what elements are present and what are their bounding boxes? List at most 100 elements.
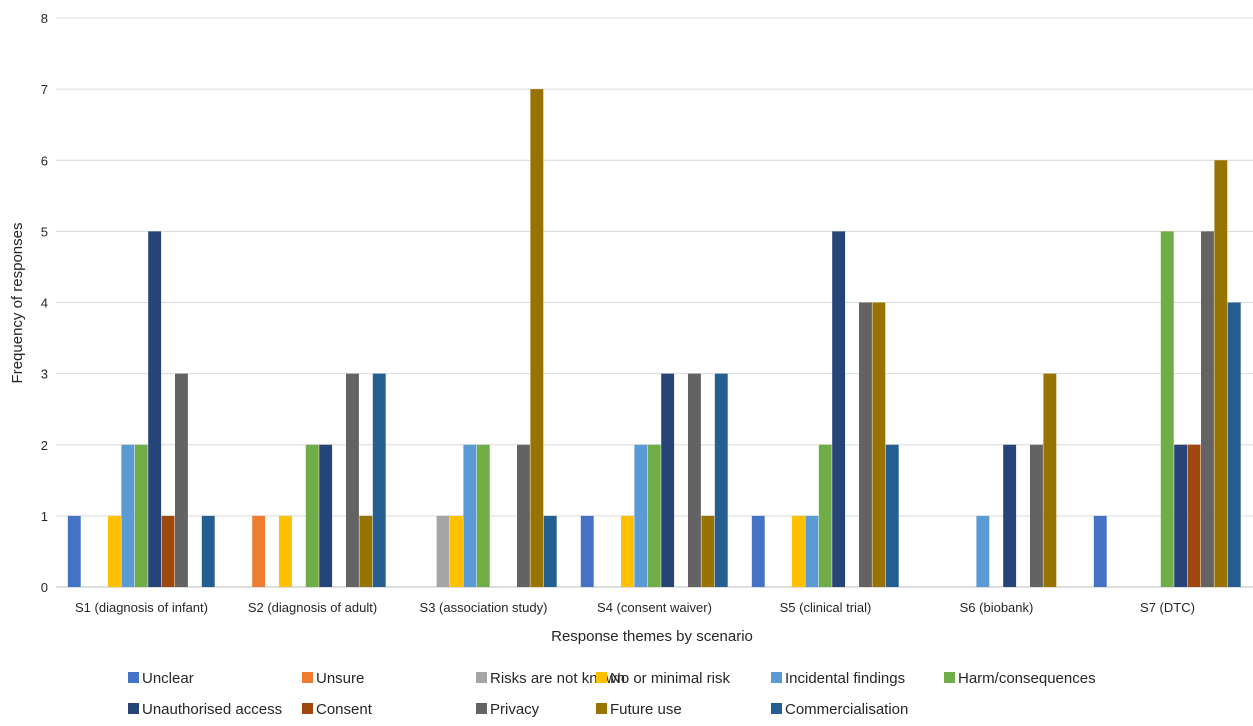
legend-item-unclear: Unclear	[128, 670, 194, 687]
x-tick-label: S1 (diagnosis of infant)	[75, 600, 208, 615]
legend-item-privacy: Privacy	[476, 701, 540, 718]
y-tick-label: 3	[41, 367, 48, 382]
legend-label: Unauthorised access	[142, 701, 282, 718]
legend-label: No or minimal risk	[610, 670, 731, 687]
bar-consent-1	[161, 515, 175, 588]
bar-privacy-1	[175, 373, 188, 588]
legend-item-harm-consequences: Harm/consequences	[944, 670, 1096, 687]
legend-item-commercialisation: Commercialisation	[771, 701, 908, 718]
x-tick-label: S7 (DTC)	[1140, 600, 1195, 615]
bar-future-use-6	[1043, 373, 1057, 588]
bar-harm-consequences-1	[134, 444, 148, 587]
x-tick-label: S6 (biobank)	[960, 600, 1034, 615]
legend-item-unauthorised-access: Unauthorised access	[128, 701, 282, 718]
x-tick-label: S3 (association study)	[420, 600, 548, 615]
legend-item-future-use: Future use	[596, 701, 682, 718]
legend-swatch	[476, 672, 487, 683]
legend-item-unsure: Unsure	[302, 670, 364, 687]
bar-harm-consequences-2	[305, 444, 319, 587]
legend-swatch	[944, 672, 955, 683]
legend-label: Privacy	[490, 701, 540, 718]
bar-unauthorised-access-4	[661, 373, 675, 588]
legend-label: Incidental findings	[785, 670, 905, 687]
bar-unauthorised-access-2	[319, 444, 333, 587]
bar-no-or-minimal-risk-2	[279, 515, 292, 588]
y-tick-label: 4	[41, 296, 48, 311]
bar-incidental-findings-4	[634, 444, 648, 587]
y-tick-label: 2	[41, 438, 48, 453]
legend-label: Harm/consequences	[958, 670, 1096, 687]
legend-swatch	[128, 672, 139, 683]
bar-harm-consequences-3	[476, 444, 490, 587]
bar-privacy-3	[517, 444, 530, 587]
legend-item-incidental-findings: Incidental findings	[771, 670, 905, 687]
legend-swatch	[771, 672, 782, 683]
bar-incidental-findings-6	[976, 515, 990, 588]
legend-label: Unclear	[142, 670, 194, 687]
bar-unauthorised-access-7	[1174, 444, 1188, 587]
x-axis-title: Response themes by scenario	[551, 628, 753, 645]
y-tick-label: 7	[41, 82, 48, 97]
y-tick-label: 6	[41, 153, 48, 168]
bar-no-or-minimal-risk-1	[108, 515, 121, 588]
bar-future-use-5	[872, 302, 886, 587]
x-axis-ticks: S1 (diagnosis of infant) S2 (diagnosis of…	[75, 600, 1195, 615]
bar-harm-consequences-7	[1160, 231, 1174, 588]
bar-commercialisation-5	[885, 444, 899, 587]
x-tick-label: S4 (consent waiver)	[597, 600, 712, 615]
bar-unclear-4	[580, 515, 594, 588]
bar-privacy-2	[346, 373, 359, 588]
y-tick-label: 8	[41, 11, 48, 26]
bar-risks-are-not-known-3	[436, 515, 450, 588]
x-tick-label: S2 (diagnosis of adult)	[248, 600, 377, 615]
bar-unclear-1	[67, 515, 81, 588]
bar-commercialisation-2	[372, 373, 386, 588]
bar-no-or-minimal-risk-3	[450, 515, 463, 588]
bar-privacy-6	[1030, 444, 1043, 587]
bar-future-use-7	[1214, 160, 1228, 587]
bar-privacy-5	[859, 302, 872, 587]
bar-unclear-5	[751, 515, 765, 588]
legend-swatch	[476, 703, 487, 714]
legend-swatch	[596, 703, 607, 714]
bar-unclear-7	[1093, 515, 1107, 588]
bar-unauthorised-access-5	[832, 231, 846, 588]
bar-harm-consequences-5	[818, 444, 832, 587]
legend-swatch	[302, 672, 313, 683]
legend-label: Consent	[316, 701, 373, 718]
y-axis-ticks: 0 1 2 3 4 5 6 7 8	[41, 11, 48, 595]
legend-swatch	[596, 672, 607, 683]
bar-unauthorised-access-1	[148, 231, 162, 588]
bar-future-use-2	[359, 515, 373, 588]
legend-item-consent: Consent	[302, 701, 373, 718]
bar-commercialisation-1	[201, 515, 215, 588]
bar-privacy-4	[688, 373, 701, 588]
x-tick-label: S5 (clinical trial)	[780, 600, 872, 615]
legend-swatch	[302, 703, 313, 714]
y-tick-label: 0	[41, 580, 48, 595]
bar-commercialisation-7	[1227, 302, 1241, 587]
bar-commercialisation-3	[543, 515, 557, 588]
bar-no-or-minimal-risk-5	[792, 515, 805, 588]
legend-swatch	[771, 703, 782, 714]
legend-item-no-or-minimal-risk: No or minimal risk	[596, 670, 731, 687]
bar-future-use-4	[701, 515, 715, 588]
bar-incidental-findings-1	[121, 444, 135, 587]
y-axis-title: Frequency of responses	[9, 223, 26, 384]
bar-harm-consequences-4	[647, 444, 661, 587]
legend-item-risks-are-not-known: Risks are not known	[476, 670, 625, 687]
bar-no-or-minimal-risk-4	[621, 515, 634, 588]
bar-incidental-findings-3	[463, 444, 477, 587]
y-tick-label: 5	[41, 224, 48, 239]
bar-commercialisation-4	[714, 373, 728, 588]
y-tick-label: 1	[41, 509, 48, 524]
bar-future-use-3	[530, 89, 544, 588]
bar-unsure-2	[252, 515, 266, 588]
bar-incidental-findings-5	[805, 515, 819, 588]
bars	[67, 89, 1241, 588]
legend-label: Future use	[610, 701, 682, 718]
gridlines	[56, 17, 1253, 588]
bar-consent-7	[1187, 444, 1201, 587]
